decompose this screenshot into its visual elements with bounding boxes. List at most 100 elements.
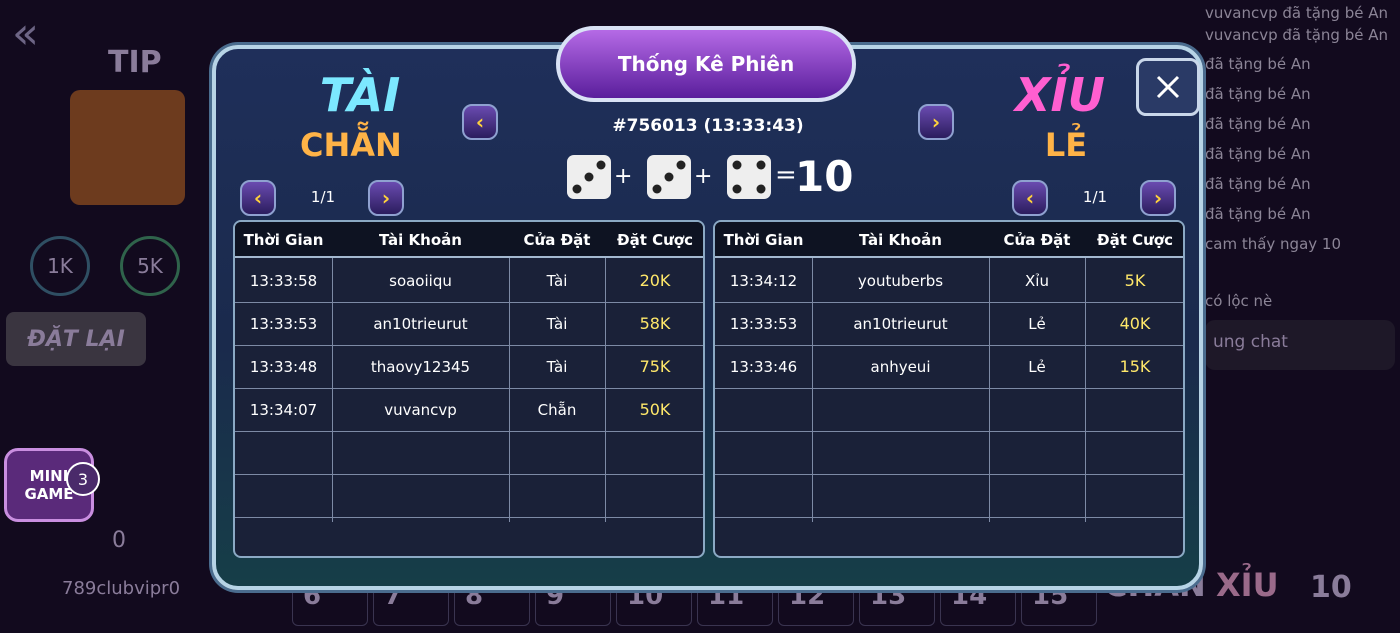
table-cell: 13:33:53 [249,314,318,333]
table-cell: Chẵn [537,400,577,419]
side-label: CHẴN [300,126,402,164]
badge: 3 [66,462,100,496]
table-cell: 15K [1119,357,1151,376]
next-session[interactable]: › [918,104,954,140]
reset-button[interactable]: ĐẶT LẠI [6,312,146,366]
total: 10 [795,152,854,201]
chip[interactable]: 5K [120,236,180,296]
column-header: Tài Khoản [379,231,462,249]
table-cell: Lẻ [1028,314,1046,333]
column-header: Tài Khoản [859,231,942,249]
chat-line: đã tặng bé An [1205,145,1311,163]
table-cell: youtuberbs [857,271,944,290]
chat-line: đã tặng bé An [1205,85,1311,103]
side-label: TÀI [319,68,401,122]
side-label: XỈU [1015,68,1105,122]
row-divider [235,431,703,432]
table-header [235,222,703,258]
row-divider [235,388,703,389]
pip [732,160,742,170]
column-divider [605,258,606,522]
table-cell: 20K [639,271,671,290]
bet-table: Thời Gian Tài Khoản Cửa Đặt Đặt Cược 13:33:5… [233,220,705,558]
page-indicator: 1/1 [1082,188,1108,206]
chat-line: vuvancvp đã tặng bé An [1205,26,1389,44]
column-header: Thời Gian [243,231,324,249]
pip [572,184,582,194]
row-divider [715,517,1183,518]
bottom-label: 10 [1310,570,1352,605]
table-cell: 40K [1119,314,1151,333]
row-divider [235,517,703,518]
die [727,155,771,199]
gift-icon[interactable] [70,90,185,205]
table-cell: 13:34:07 [249,400,318,419]
column-header: Cửa Đặt [523,231,591,249]
pip [732,184,742,194]
table-cell: an10trieurut [373,314,468,333]
row-divider [715,431,1183,432]
column-divider [332,258,333,522]
table-header [715,222,1183,258]
table-cell: an10trieurut [853,314,948,333]
close-button[interactable] [1136,58,1200,116]
table-cell: 58K [639,314,671,333]
chat-line: đã tặng bé An [1205,175,1311,193]
prev-session[interactable]: ‹ [462,104,498,140]
bottom-label: XỈU [1216,566,1279,604]
die [647,155,691,199]
chat-line: vuvancvp đã tặng bé An [1205,4,1389,22]
row-divider [235,302,703,303]
table-cell: 13:34:12 [729,271,798,290]
table-cell: Tài [546,357,568,376]
chat-line: đã tặng bé An [1205,55,1311,73]
column-divider [1085,258,1086,522]
column-divider [989,258,990,522]
pip [664,172,674,182]
tip-label: TIP [108,45,162,80]
chat-line: đã tặng bé An [1205,115,1311,133]
table-cell: Tài [546,314,568,333]
table-cell: 75K [639,357,671,376]
column-header: Đặt Cược [617,231,693,249]
table-cell: soaoiiqu [389,271,452,290]
next-page[interactable]: › [368,180,404,216]
username: 789clubvipr0 [62,578,181,599]
row-divider [715,474,1183,475]
balance: 0 [112,528,126,553]
back-icon[interactable]: « [12,8,39,59]
close-icon [1156,75,1180,99]
side-label: LẺ [1044,126,1088,164]
page-indicator: 1/1 [310,188,336,206]
table-cell: Tài [546,271,568,290]
column-divider [812,258,813,522]
pip [584,172,594,182]
row-divider [715,345,1183,346]
pip [652,184,662,194]
next-page[interactable]: › [1140,180,1176,216]
column-header: Đặt Cược [1097,231,1173,249]
chat-input[interactable]: ung chat [1205,320,1395,370]
chat-line: có lộc nè [1205,292,1273,310]
table-cell: 50K [639,400,671,419]
column-header: Thời Gian [723,231,804,249]
table-cell: 13:33:53 [729,314,798,333]
row-divider [235,345,703,346]
prev-page[interactable]: ‹ [1012,180,1048,216]
chat-line: đã tặng bé An [1205,205,1311,223]
prev-page[interactable]: ‹ [240,180,276,216]
plus: + [694,164,713,189]
row-divider [715,302,1183,303]
row-divider [715,388,1183,389]
pip [596,160,606,170]
table-cell: Xỉu [1025,271,1049,290]
plus: + [614,164,633,189]
bet-table: Thời Gian Tài Khoản Cửa Đặt Đặt Cược 13:34:1… [713,220,1185,558]
chip[interactable]: 1K [30,236,90,296]
table-cell: 5K [1124,271,1146,290]
pip [756,184,766,194]
chat-line: cam thấy ngay 10 [1205,235,1341,253]
die-face [727,155,771,199]
row-divider [235,474,703,475]
